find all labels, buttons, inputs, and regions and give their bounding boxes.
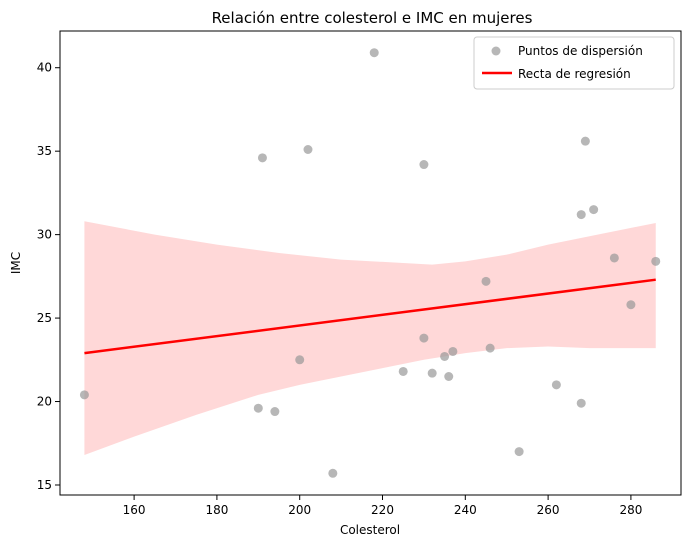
regression-line [84,278,656,355]
scatter-point-20 [576,210,586,220]
scatter-point-18 [514,447,524,457]
scatter-point-23 [589,205,599,215]
scatter-point-15 [448,346,458,356]
legend-scatter-marker [491,46,501,56]
plot-frame [59,30,682,496]
scatter-point-1 [79,390,89,400]
y-tick-label-20: 20 [37,395,52,409]
scatter-point-22 [580,136,590,146]
y-axis-label: IMC [9,252,23,274]
x-axis-label: Colesterol [340,523,400,537]
legend: Puntos de dispersión Recta de regresión [473,36,675,90]
confidence-band-layer [84,221,656,455]
scatter-point-13 [440,351,450,361]
scatter-point-5 [295,355,305,365]
y-tick-label-40: 40 [37,61,52,75]
y-tick-label-15: 15 [37,478,52,492]
scatter-point-6 [303,145,313,155]
confidence-band [84,221,656,455]
y-tick-label-35: 35 [37,144,52,158]
chart-title: Relación entre colesterol e IMC en mujer… [212,9,533,27]
x-tick-label-180: 180 [205,503,228,517]
scatter-point-4 [270,407,280,417]
scatter-point-21 [576,398,586,408]
scatter-point-17 [485,343,495,353]
x-axis-ticks: 160 180 200 220 240 260 280 [123,495,642,517]
scatter-point-12 [427,368,437,378]
legend-box [473,36,675,90]
y-axis-ticks: 15 20 25 30 35 40 [37,61,60,492]
regression-line-layer [84,278,656,355]
legend-label-scatter: Puntos de dispersión [518,44,643,58]
scatter-points-layer [79,48,661,478]
scatter-point-10 [419,160,429,170]
scatter-point-24 [609,253,619,263]
legend-label-regression: Recta de regresión [518,67,631,81]
x-tick-label-240: 240 [454,503,477,517]
y-tick-label-25: 25 [37,311,52,325]
x-tick-label-220: 220 [371,503,394,517]
x-tick-label-160: 160 [123,503,146,517]
y-tick-label-30: 30 [37,228,52,242]
x-tick-label-200: 200 [288,503,311,517]
scatter-point-25 [626,300,636,310]
scatter-point-11 [419,333,429,343]
scatter-point-8 [369,48,379,58]
scatter-point-9 [398,366,408,376]
x-tick-label-260: 260 [537,503,560,517]
scatter-point-14 [444,371,454,381]
scatter-point-19 [551,380,561,390]
scatter-point-7 [328,468,338,478]
plot-area [79,48,661,478]
scatter-point-26 [651,256,661,266]
x-tick-label-280: 280 [619,503,642,517]
scatter-point-3 [257,153,267,163]
scatter-point-16 [481,276,491,286]
scatter-point-2 [253,403,263,413]
